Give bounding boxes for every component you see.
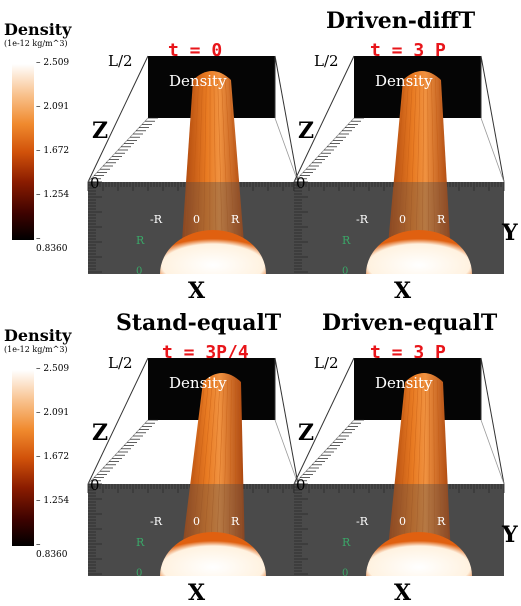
label-side-zero: 0 — [136, 266, 142, 277]
colorbar-tick: 1.254 — [36, 496, 69, 506]
axis-top-label: L/2 — [108, 354, 133, 372]
panel-title: Stand-equalT — [116, 310, 281, 336]
colorbar-tick: 2.509 — [36, 58, 69, 68]
axis-bottom-label: 0 — [90, 174, 100, 192]
label-neg-r: -R — [150, 515, 163, 528]
axis-y-label: Y — [502, 220, 518, 246]
colorbar-title: Density — [4, 326, 71, 345]
label-side-zero: 0 — [342, 266, 348, 277]
axis-bottom-label: 0 — [296, 174, 306, 192]
label-zero: 0 — [193, 213, 200, 226]
label-neg-r: -R — [150, 213, 163, 226]
axis-z-label: Z — [92, 420, 108, 446]
colorbar-tick: 1.672 — [36, 452, 69, 462]
label-pos-r: R — [231, 213, 240, 226]
axis-x-label: X — [394, 278, 411, 304]
frame-line — [481, 56, 504, 182]
panel-title: Driven-diffT — [326, 8, 475, 34]
box-label: Density — [169, 374, 227, 392]
colorbar-title: Density — [4, 20, 71, 39]
axis-x-label: X — [188, 580, 205, 606]
box-label: Density — [375, 374, 433, 392]
axis-top-label: L/2 — [314, 354, 339, 372]
panel-2: Density -R 0 R R 0 — [294, 56, 514, 301]
box-label: Density — [169, 72, 227, 90]
label-pos-r: R — [437, 515, 446, 528]
colorbar-tick: 1.672 — [36, 146, 69, 156]
colorbar-tick: 0.8360 — [36, 540, 71, 560]
axis-x-label: X — [394, 580, 411, 606]
label-zero: 0 — [399, 515, 406, 528]
label-neg-r: -R — [356, 213, 369, 226]
colorbar-tick: 1.254 — [36, 190, 69, 200]
axis-x-label: X — [188, 278, 205, 304]
colorbar-2: Density (1e-12 kg/m^3) 2.509 2.091 1.672… — [4, 326, 71, 354]
label-pos-r: R — [231, 515, 240, 528]
panel-3: Density -R 0 R R 0 — [88, 358, 308, 603]
colorbar-unit: (1e-12 kg/m^3) — [4, 345, 71, 354]
label-side-r: R — [136, 536, 145, 549]
colorbar-tick: 0.8360 — [36, 234, 71, 254]
axis-y-label: Y — [502, 522, 518, 548]
colorbar-tick: 2.509 — [36, 364, 69, 374]
label-side-r: R — [342, 234, 351, 247]
panel-title: Driven-equalT — [322, 310, 497, 336]
label-pos-r: R — [437, 213, 446, 226]
axis-z-label: Z — [298, 118, 314, 144]
colorbar-tick: 2.091 — [36, 408, 69, 418]
colorbar-gradient — [12, 64, 34, 240]
axis-z-label: Z — [298, 420, 314, 446]
frame-line — [481, 118, 504, 182]
label-neg-r: -R — [356, 515, 369, 528]
panel-4: Density -R 0 R R 0 — [294, 358, 514, 603]
label-zero: 0 — [399, 213, 406, 226]
axis-top-label: L/2 — [314, 52, 339, 70]
axis-top-label: L/2 — [108, 52, 133, 70]
colorbar-unit: (1e-12 kg/m^3) — [4, 39, 71, 48]
label-zero: 0 — [193, 515, 200, 528]
axis-bottom-label: 0 — [296, 476, 306, 494]
label-side-r: R — [342, 536, 351, 549]
label-side-zero: 0 — [136, 568, 142, 579]
colorbar-tick: 2.091 — [36, 102, 69, 112]
frame-line — [481, 420, 504, 484]
axis-bottom-label: 0 — [90, 476, 100, 494]
panel-1: Density -R 0 R R 0 — [88, 56, 308, 301]
label-side-r: R — [136, 234, 145, 247]
colorbar-gradient — [12, 370, 34, 546]
frame-line — [481, 358, 504, 484]
box-label: Density — [375, 72, 433, 90]
label-side-zero: 0 — [342, 568, 348, 579]
colorbar-1: Density (1e-12 kg/m^3) 2.509 2.091 1.672… — [4, 20, 71, 48]
axis-z-label: Z — [92, 118, 108, 144]
